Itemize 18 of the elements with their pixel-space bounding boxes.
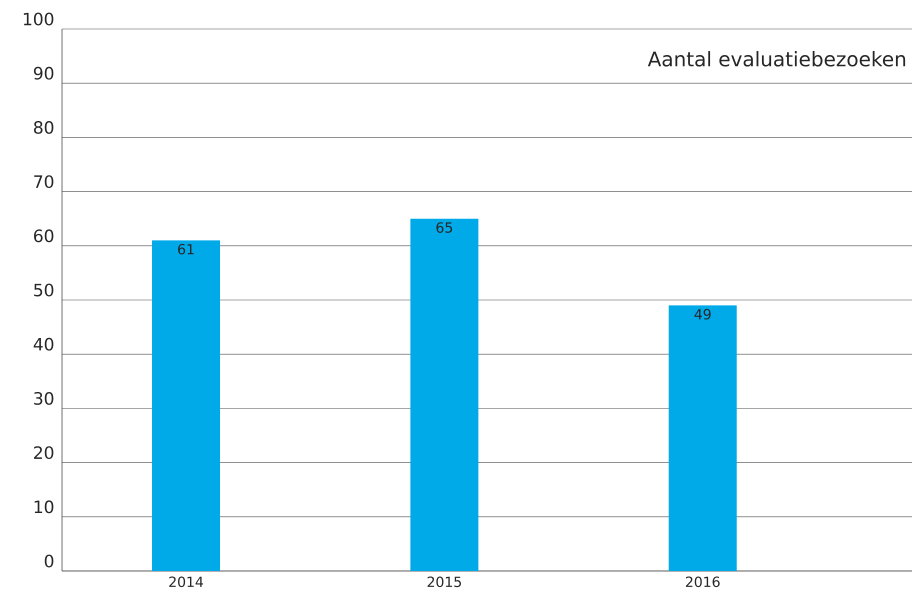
- x-tick-label: 2015: [428, 576, 461, 588]
- text: Aantal evaluatiebezoeken: [648, 51, 906, 67]
- y-tick-label: 30: [34, 392, 54, 405]
- y-tick-label: 90: [34, 66, 54, 80]
- data-label: 49: [694, 308, 711, 320]
- data-label: 65: [436, 222, 452, 233]
- y-tick-label: 20: [34, 446, 54, 460]
- y-tick-label: 80: [34, 120, 54, 134]
- y-tick-label: 0: [44, 554, 54, 568]
- x-tick-label: 2016: [686, 576, 720, 588]
- y-tick-label: 40: [34, 338, 54, 351]
- y-tick-label: 10: [34, 500, 54, 514]
- y-tick-label: 60: [34, 229, 54, 242]
- data-label: 61: [178, 244, 194, 254]
- y-tick-label: 100: [24, 12, 54, 26]
- y-tick-label: 70: [34, 175, 54, 188]
- x-tick-label: 2014: [169, 576, 204, 588]
- y-tick-label: 50: [34, 284, 54, 296]
